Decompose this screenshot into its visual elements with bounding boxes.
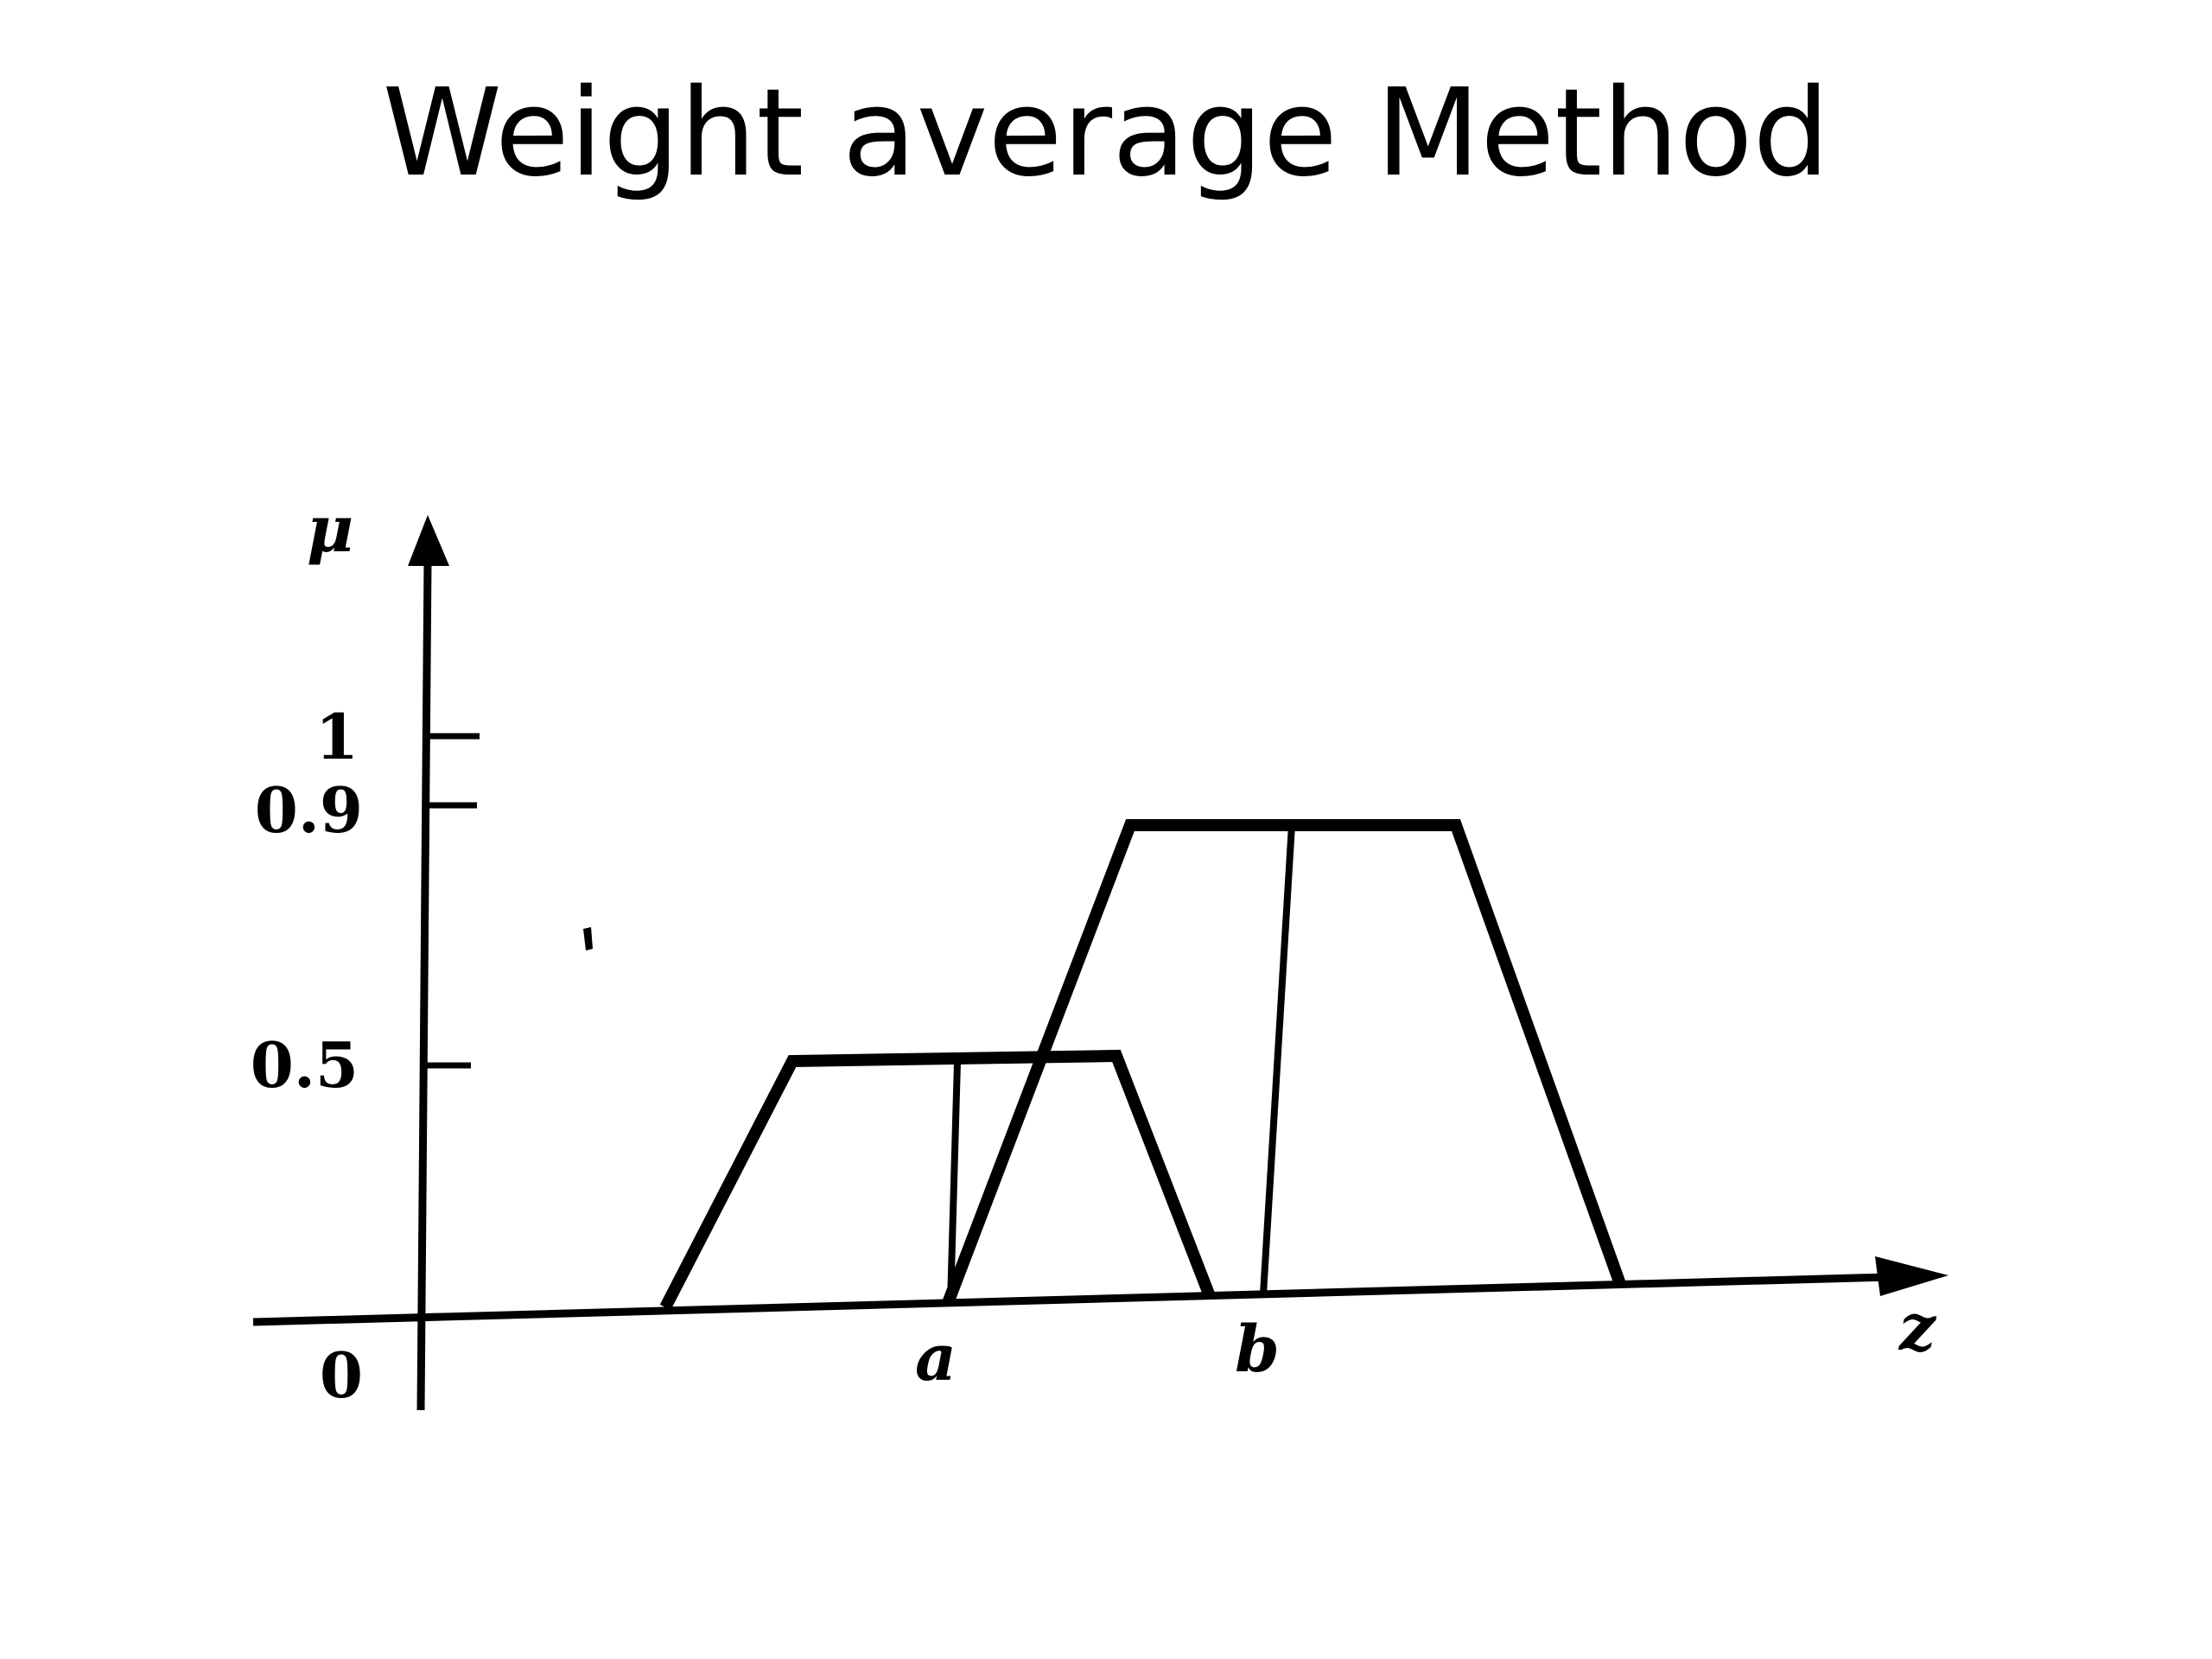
weighted-point-line-b xyxy=(1260,824,1295,1295)
x-mark-b: b xyxy=(1235,1313,1280,1387)
y-axis-arrowhead xyxy=(408,515,449,566)
weighted-point-line-a xyxy=(947,1061,961,1304)
x-axis-arrowhead xyxy=(1875,1256,1948,1296)
membership-function-high xyxy=(942,819,1626,1306)
slide-title: Weight average Method xyxy=(382,63,1830,204)
y-tick-label-0-9: 0.9 xyxy=(255,773,363,847)
y-tick-label-0-5: 0.5 xyxy=(251,1028,359,1102)
x-axis-label: z xyxy=(1897,1291,1937,1365)
origin-label: 0 xyxy=(320,1338,363,1412)
y-axis-label: μ xyxy=(307,493,353,567)
x-mark-a: a xyxy=(915,1321,957,1395)
y-axis xyxy=(416,559,432,1411)
scan-speck xyxy=(583,927,593,950)
x-axis xyxy=(252,1273,1889,1326)
membership-function-low xyxy=(659,1049,1216,1311)
y-tick-label-1: 1 xyxy=(315,700,359,773)
